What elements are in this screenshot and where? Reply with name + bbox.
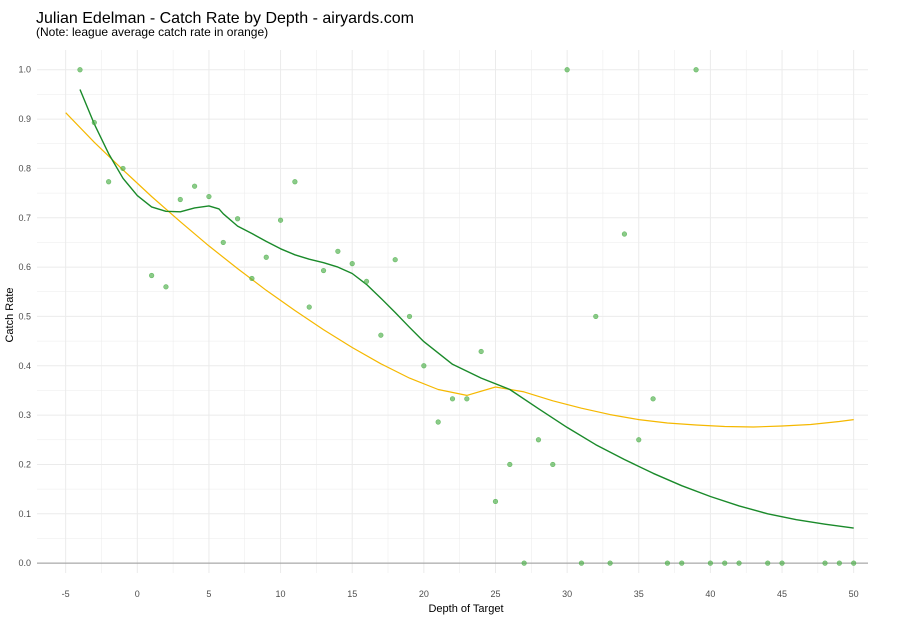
data-point: [636, 437, 642, 443]
data-point: [435, 419, 441, 425]
x-tick-label: 45: [777, 589, 787, 599]
x-axis-title: Depth of Target: [428, 603, 503, 615]
x-tick-label: 40: [705, 589, 715, 599]
data-point: [263, 254, 269, 260]
data-point: [679, 560, 685, 566]
x-axis: -5 0 5 10 15 20 25 30 35 40 45 50: [62, 589, 859, 599]
y-tick-label: 1.0: [18, 65, 31, 75]
y-tick-label: 0.3: [18, 410, 31, 420]
y-tick-label: 0.1: [18, 509, 31, 519]
y-tick-label: 0.0: [18, 558, 31, 568]
data-point: [91, 119, 97, 126]
data-point: [822, 560, 828, 566]
data-point: [535, 437, 542, 443]
data-point: [707, 560, 713, 566]
data-point: [693, 67, 699, 73]
data-point: [550, 461, 556, 468]
x-tick-label: 30: [562, 589, 572, 599]
data-point: [650, 396, 656, 402]
data-point: [335, 248, 341, 254]
data-point: [406, 313, 413, 320]
points-layer: [77, 67, 857, 566]
data-point: [464, 396, 470, 402]
data-point: [306, 304, 312, 310]
data-point: [765, 560, 771, 566]
data-point: [578, 560, 585, 566]
data-point: [478, 348, 484, 355]
y-tick-label: 0.6: [18, 262, 31, 272]
y-tick-label: 0.5: [18, 311, 31, 321]
data-point: [234, 216, 241, 222]
data-point: [664, 560, 671, 566]
data-point: [421, 363, 427, 369]
y-tick-label: 0.8: [18, 163, 31, 173]
data-point: [349, 261, 355, 267]
y-axis: 0.0 0.1 0.2 0.3 0.4 0.5 0.6 0.7 0.8 0.9 1.0: [18, 65, 31, 568]
chart-title: Julian Edelman - Catch Rate by Depth - a…: [36, 10, 414, 27]
data-point: [249, 275, 255, 282]
data-point: [292, 179, 298, 185]
data-point: [220, 239, 226, 246]
data-point: [607, 560, 613, 566]
data-point: [149, 272, 155, 279]
data-point: [378, 332, 384, 338]
data-point: [206, 193, 212, 200]
data-point: [177, 196, 183, 203]
data-point: [77, 67, 83, 73]
data-point: [449, 396, 456, 402]
data-point: [593, 313, 599, 320]
league-average-trend-line: [65, 112, 854, 428]
x-tick-label: 25: [490, 589, 500, 599]
data-point: [779, 560, 785, 566]
data-point: [163, 284, 169, 290]
data-point: [621, 231, 628, 237]
x-tick-label: 0: [135, 589, 140, 599]
y-tick-label: 0.2: [18, 459, 31, 469]
data-point: [106, 179, 112, 185]
data-point: [836, 560, 842, 566]
grid: [37, 50, 868, 573]
data-point: [492, 498, 499, 505]
y-tick-label: 0.7: [18, 213, 31, 223]
x-tick-label: 35: [634, 589, 644, 599]
data-point: [722, 560, 728, 566]
y-tick-label: 0.9: [18, 114, 31, 124]
x-tick-label: 10: [276, 589, 286, 599]
x-tick-label: 20: [419, 589, 429, 599]
data-point: [851, 560, 857, 566]
x-tick-label: 50: [849, 589, 859, 599]
data-point: [192, 183, 198, 189]
data-point: [521, 560, 527, 566]
data-point: [736, 560, 742, 566]
data-point: [320, 267, 327, 274]
y-axis-title: Catch Rate: [4, 287, 16, 342]
data-point: [564, 67, 570, 73]
x-tick-label: 15: [347, 589, 357, 599]
data-point: [277, 217, 284, 223]
trend-lines: [65, 89, 854, 529]
data-point: [507, 461, 513, 468]
data-point: [363, 278, 370, 285]
data-point: [392, 257, 398, 263]
chart-subtitle: (Note: league average catch rate in oran…: [36, 25, 269, 39]
x-tick-label: 5: [206, 589, 211, 599]
x-tick-label: -5: [62, 589, 70, 599]
y-tick-label: 0.4: [18, 361, 31, 371]
data-point: [120, 165, 126, 172]
player-trend-line: [79, 89, 854, 529]
